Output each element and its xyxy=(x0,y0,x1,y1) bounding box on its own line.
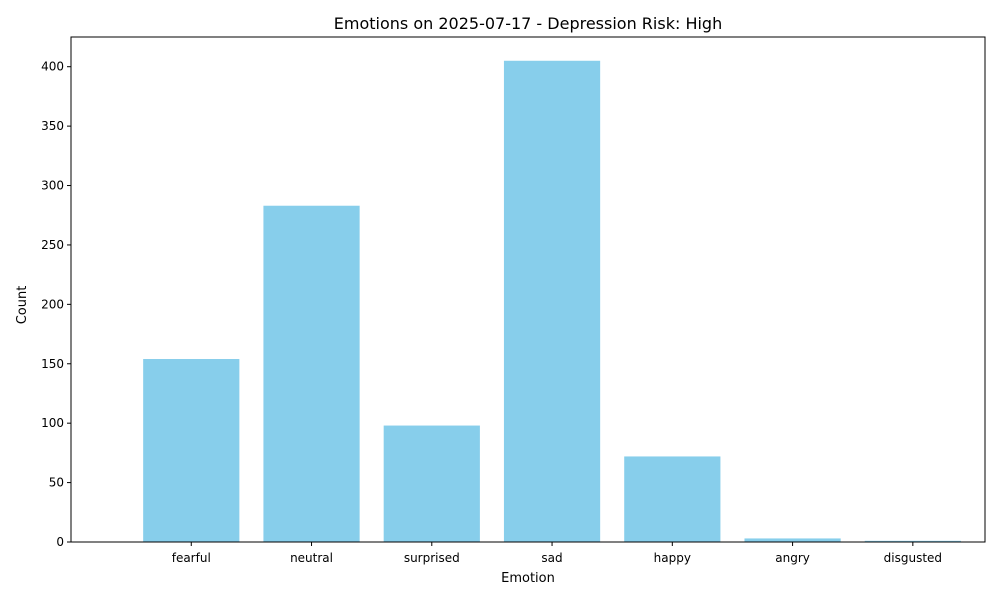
y-tick-label: 250 xyxy=(41,238,64,252)
y-tick-label: 150 xyxy=(41,357,64,371)
x-tick-label: sad xyxy=(541,551,562,565)
y-tick-label: 100 xyxy=(41,416,64,430)
chart-title: Emotions on 2025-07-17 - Depression Risk… xyxy=(334,14,722,33)
y-tick-label: 50 xyxy=(49,476,64,490)
bar-disgusted xyxy=(864,540,961,542)
y-axis-label: Count xyxy=(15,286,30,325)
x-axis: fearful neutral surprised sad happy angry disg… xyxy=(172,542,942,565)
x-tick-label: fearful xyxy=(172,551,211,565)
plot-frame xyxy=(70,36,986,543)
y-axis: 0 50 100 150 200 250 300 350 400 xyxy=(41,60,71,549)
y-tick-label: 200 xyxy=(41,297,64,311)
y-tick-label: 400 xyxy=(41,60,64,74)
y-tick-label: 350 xyxy=(41,119,64,133)
x-axis-label: Emotion xyxy=(501,571,555,586)
bar-surprised xyxy=(383,425,480,542)
x-tick-label: neutral xyxy=(290,551,333,565)
x-tick-label: disgusted xyxy=(884,551,942,565)
bar-fearful xyxy=(143,359,240,542)
bar-sad xyxy=(503,60,601,542)
x-tick-label: angry xyxy=(775,551,810,565)
x-tick-label: happy xyxy=(654,551,691,565)
bar-neutral xyxy=(263,205,360,542)
bar-angry xyxy=(744,538,841,542)
y-tick-label: 300 xyxy=(41,179,64,193)
x-tick-label: surprised xyxy=(404,551,460,565)
bar-happy xyxy=(624,456,721,542)
bars-group xyxy=(143,60,961,542)
y-tick-label: 0 xyxy=(56,535,64,549)
